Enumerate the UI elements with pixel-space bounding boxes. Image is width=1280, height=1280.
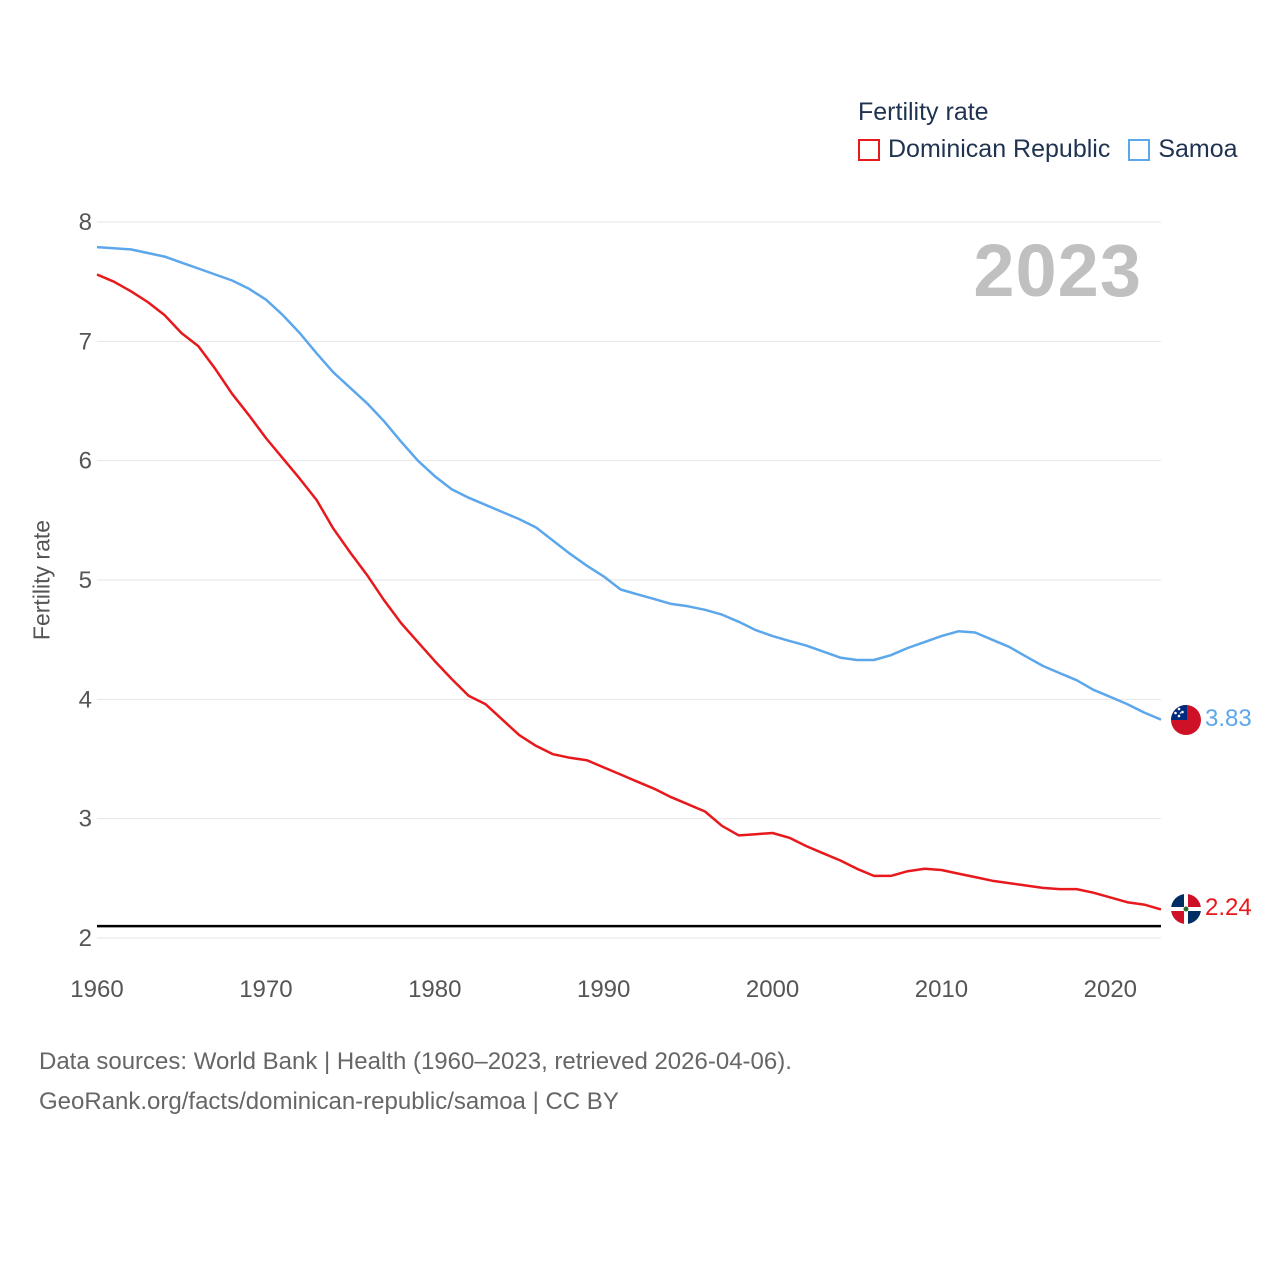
legend-item-dominican-republic[interactable]: Dominican Republic [858,135,1110,164]
legend-label-dominican-republic: Dominican Republic [888,135,1111,163]
year-label: 2023 [973,229,1142,312]
x-tick-label: 1990 [577,976,630,1003]
y-axis-title: Fertility rate [28,519,55,641]
y-tick-label: 7 [79,328,92,355]
legend-swatch-dominican-republic [858,138,880,161]
series-line-samoa [96,245,1162,721]
y-tick-label: 8 [79,209,92,236]
legend-item-samoa[interactable]: Samoa [1128,135,1238,164]
x-tick-label: 1970 [239,976,292,1003]
x-tick-label: 2010 [915,976,968,1003]
data-source-note: Data sources: World Bank | Health (1960–… [39,1048,792,1075]
samoa-end-value: 3.83 [1205,704,1252,732]
y-axis-ticks: 2 3 4 5 6 7 8 [79,209,92,952]
y-tick-label: 2 [79,925,92,952]
footer: Data sources: World Bank | Health (1960–… [39,1042,792,1122]
grid-lines [97,221,1161,939]
y-tick-label: 3 [79,806,92,833]
samoa-flag-icon [1171,704,1201,735]
series-line-dominican-republic [96,273,1162,911]
x-tick-label: 2000 [746,976,799,1003]
x-tick-label: 1980 [408,976,461,1003]
x-tick-label: 2020 [1084,976,1137,1003]
x-tick-label: 1960 [70,976,123,1003]
series-lines [96,245,1162,911]
source-link[interactable]: GeoRank.org/facts/dominican-republic/sam… [39,1088,619,1115]
dominican-republic-end-value: 2.24 [1205,894,1252,922]
legend-swatch-samoa [1128,138,1151,161]
y-tick-label: 5 [79,567,92,594]
legend-label-samoa: Samoa [1158,135,1238,163]
legend-title: Fertility rate [858,98,989,126]
dominican-republic-flag-icon [1171,894,1201,925]
y-tick-label: 4 [79,686,92,713]
legend: Fertility rate Dominican Republic Samoa [858,98,1238,164]
x-axis-ticks: 1960 1970 1980 1990 2000 2010 2020 [70,976,1137,1003]
y-tick-label: 6 [79,448,92,475]
